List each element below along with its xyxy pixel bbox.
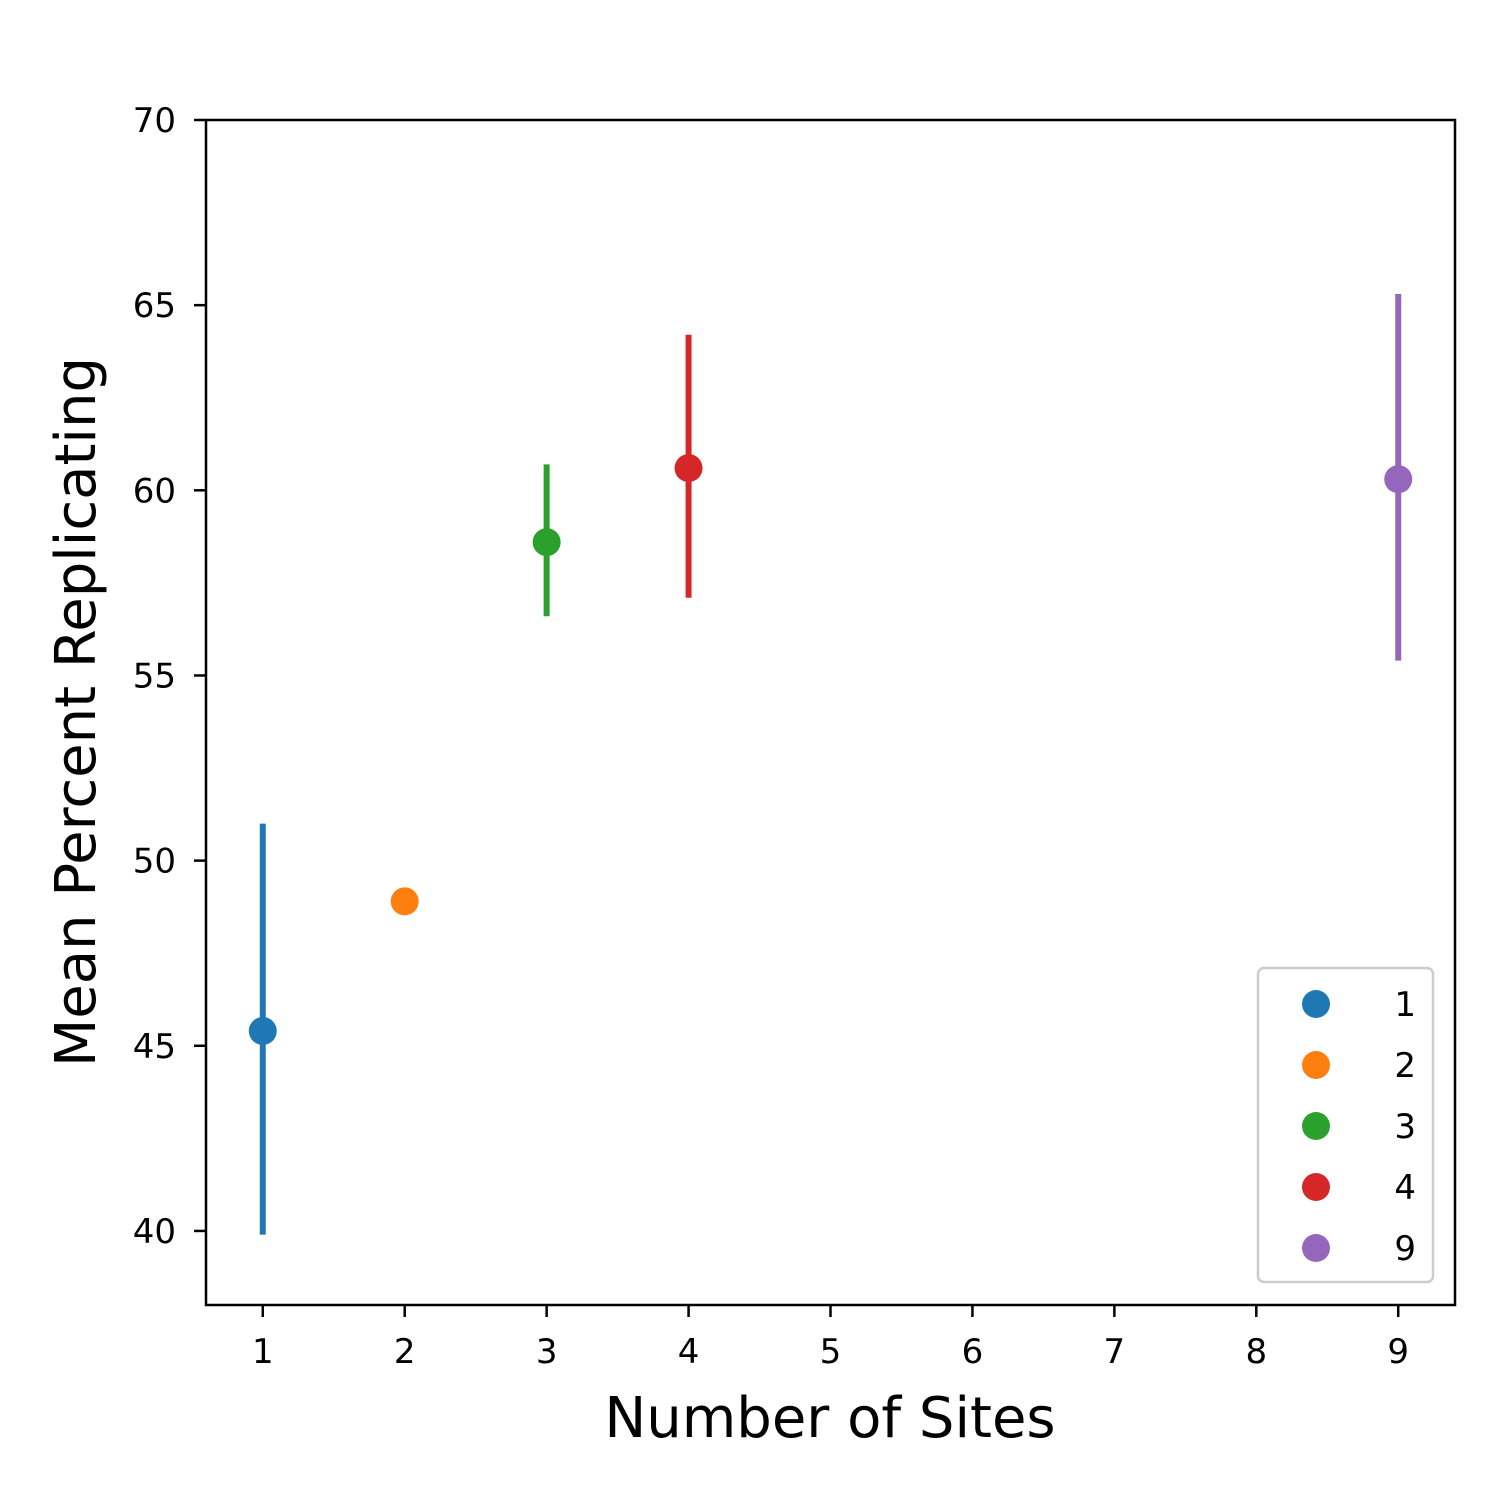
data-point-4 xyxy=(674,454,703,483)
legend-label: 9 xyxy=(1394,1229,1416,1269)
x-tick-label: 6 xyxy=(962,1332,984,1372)
y-axis-label: Mean Percent Replicating xyxy=(44,357,109,1067)
x-tick-label: 2 xyxy=(394,1332,416,1372)
x-tick-label: 3 xyxy=(536,1332,558,1372)
y-tick-label: 70 xyxy=(133,101,176,141)
legend-label: 3 xyxy=(1394,1107,1416,1147)
data-point-2 xyxy=(390,887,419,916)
y-tick-label: 50 xyxy=(133,842,176,882)
legend-label: 4 xyxy=(1394,1168,1416,1208)
x-axis-ticks: 1 2 3 4 5 6 7 8 9 xyxy=(252,1305,1409,1372)
data-point-1 xyxy=(248,1016,277,1045)
y-tick-label: 55 xyxy=(133,656,176,696)
x-tick-label: 4 xyxy=(678,1332,700,1372)
legend-label: 2 xyxy=(1394,1046,1416,1086)
legend-marker-9 xyxy=(1302,1234,1330,1262)
x-tick-label: 1 xyxy=(252,1332,274,1372)
legend: 1 2 3 4 9 xyxy=(1256,966,1435,1284)
x-tick-label: 9 xyxy=(1387,1332,1409,1372)
legend-marker-2 xyxy=(1302,1051,1330,1079)
plot-frame xyxy=(204,118,1457,1307)
x-tick-label: 5 xyxy=(820,1332,842,1372)
y-tick-label: 40 xyxy=(133,1212,176,1252)
data-point-9 xyxy=(1384,465,1413,494)
legend-marker-1 xyxy=(1302,990,1330,1018)
legend-label: 1 xyxy=(1394,985,1416,1025)
y-tick-label: 60 xyxy=(133,471,176,511)
x-tick-label: 7 xyxy=(1104,1332,1126,1372)
y-tick-label: 65 xyxy=(133,286,176,326)
plot-marks xyxy=(248,294,1413,1235)
data-point-3 xyxy=(532,528,561,557)
legend-box xyxy=(1256,966,1435,1284)
legend-marker-3 xyxy=(1302,1112,1330,1140)
legend-marker-4 xyxy=(1302,1173,1330,1201)
y-tick-label: 45 xyxy=(133,1027,176,1067)
x-tick-label: 8 xyxy=(1245,1332,1267,1372)
x-axis-label: Number of Sites xyxy=(604,1386,1055,1451)
y-axis-ticks: 40 45 50 55 60 65 70 xyxy=(133,101,206,1252)
